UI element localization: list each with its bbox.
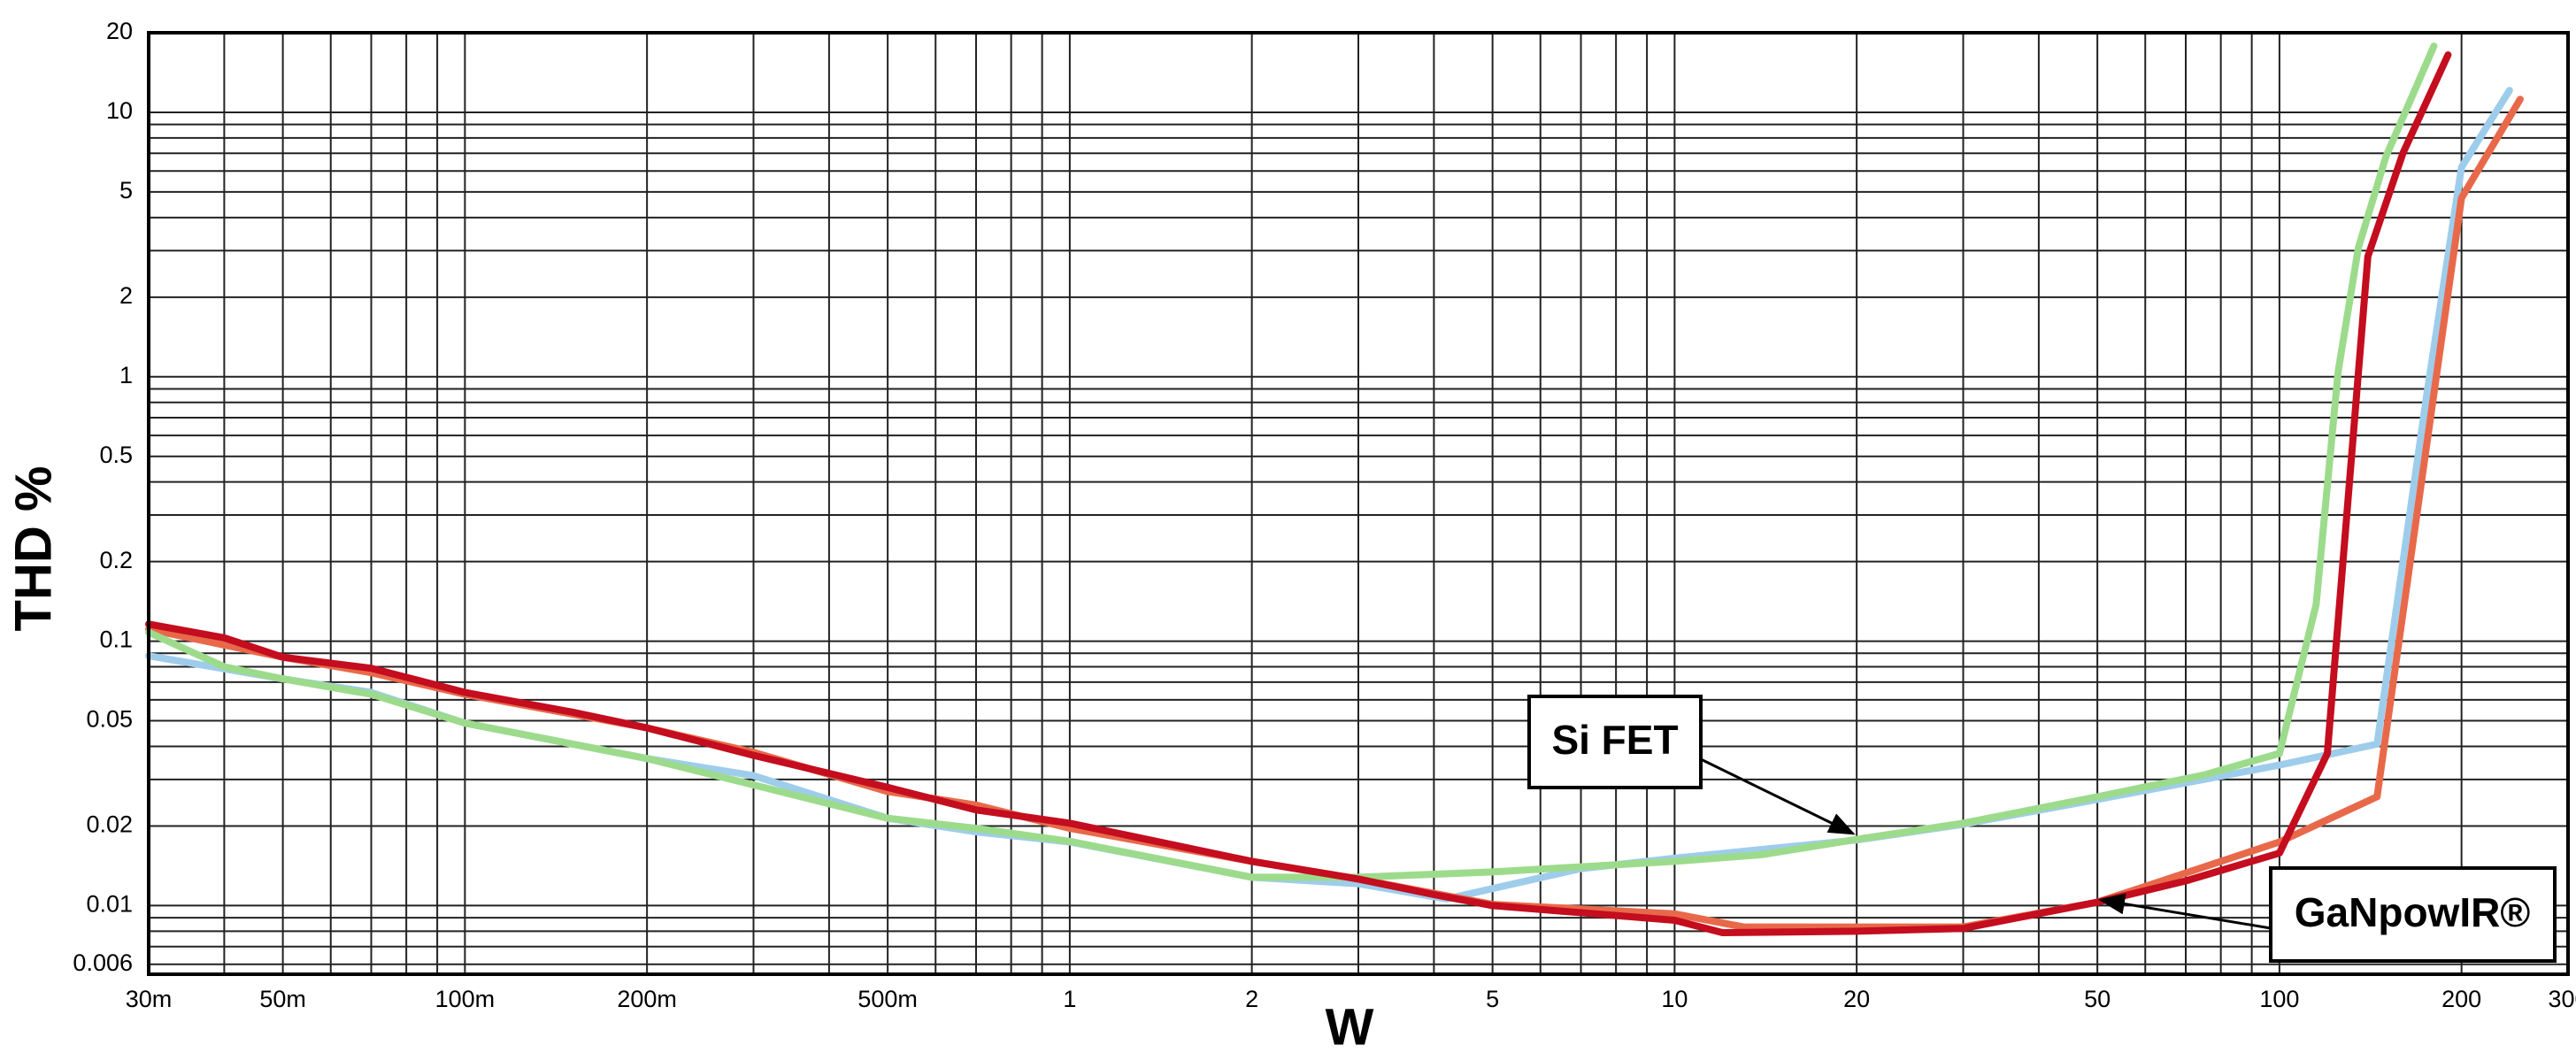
x-tick-label: 2 [1245,986,1258,1012]
y-tick-label: 5 [119,177,133,204]
x-tick-label: 20 [1843,986,1870,1012]
annotation: GaNpowIR® [2295,889,2531,935]
y-tick-label: 0.2 [99,547,133,573]
y-tick-label: 0.01 [86,891,133,918]
x-tick-label: 100m [435,986,496,1012]
y-tick-label: 0.5 [99,442,133,468]
y-tick-label: 0.006 [73,949,133,976]
y-tick-label: 0.02 [86,811,133,838]
x-tick-label: 5 [1486,986,1499,1012]
annotation-arrow [2098,893,2272,930]
y-tick-label: 10 [106,97,133,124]
series-line [145,87,2513,903]
annotation-box [1527,695,1703,789]
y-tick-label: 0.1 [99,626,133,653]
y-tick-label: 20 [106,18,133,44]
plot-frame [147,31,2570,976]
x-tick-label: 300 [2548,986,2576,1012]
series-line [145,96,2524,931]
x-tick-label: 500m [857,986,918,1012]
x-tick-label: 100 [2259,986,2299,1012]
x-axis-label: W [1326,998,1374,1053]
x-tick-label: 50 [2084,986,2111,1012]
y-tick-label: 2 [119,282,133,309]
x-tick-label: 30m [126,986,173,1012]
grid [149,33,2568,974]
y-axis-label: THD % [4,466,62,632]
annotation-box [2269,866,2557,963]
x-tick-label: 50m [259,986,306,1012]
lines [145,42,2524,936]
x-tick-label: 10 [1661,986,1688,1012]
series-line [145,42,2438,881]
series-line [145,51,2452,936]
annotation: Si FET [1551,717,1678,763]
x-tick-label: 200 [2441,986,2481,1012]
x-tick-label: 200m [617,986,677,1012]
y-tick-label: 0.05 [86,706,133,733]
y-tick-label: 1 [119,362,133,388]
x-tick-label: 1 [1063,986,1076,1012]
annotation-arrow [1700,757,1856,835]
